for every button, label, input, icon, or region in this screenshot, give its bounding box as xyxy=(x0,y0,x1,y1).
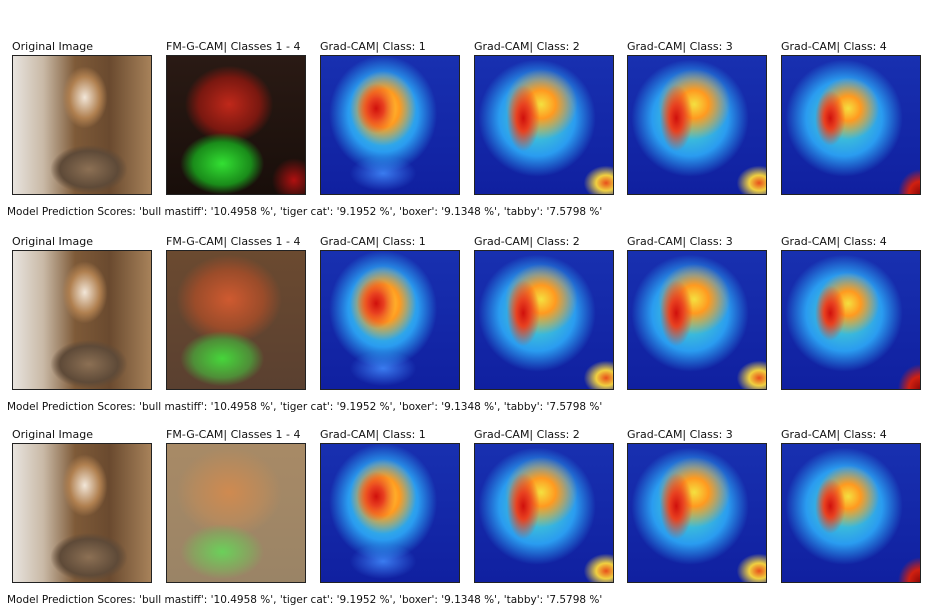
panel-title: Original Image xyxy=(12,40,93,53)
heatmap-image xyxy=(166,55,306,195)
panel-title: FM-G-CAM| Classes 1 - 4 xyxy=(166,40,301,53)
heatmap-image xyxy=(320,55,460,195)
prediction-caption: Model Prediction Scores: 'bull mastiff':… xyxy=(7,401,603,413)
panel-title: Grad-CAM| Class: 4 xyxy=(781,235,887,248)
original-image xyxy=(12,250,152,390)
panel-title: Grad-CAM| Class: 2 xyxy=(474,40,580,53)
panel-title: Grad-CAM| Class: 3 xyxy=(627,428,733,441)
heatmap-image xyxy=(320,250,460,390)
panel-title: FM-G-CAM| Classes 1 - 4 xyxy=(166,428,301,441)
panel-title: FM-G-CAM| Classes 1 - 4 xyxy=(166,235,301,248)
heatmap-image xyxy=(627,55,767,195)
heatmap-image xyxy=(166,443,306,583)
panel-title: Grad-CAM| Class: 1 xyxy=(320,428,426,441)
heatmap-image xyxy=(781,443,921,583)
panel-title: Grad-CAM| Class: 1 xyxy=(320,235,426,248)
panel-title: Grad-CAM| Class: 2 xyxy=(474,235,580,248)
panel-title: Grad-CAM| Class: 1 xyxy=(320,40,426,53)
heatmap-image xyxy=(474,55,614,195)
original-image xyxy=(12,55,152,195)
panel-title: Grad-CAM| Class: 4 xyxy=(781,40,887,53)
panel-title: Grad-CAM| Class: 3 xyxy=(627,40,733,53)
panel-title: Grad-CAM| Class: 3 xyxy=(627,235,733,248)
original-image xyxy=(12,443,152,583)
heatmap-image xyxy=(627,443,767,583)
panel-title: Grad-CAM| Class: 2 xyxy=(474,428,580,441)
panel-title: Original Image xyxy=(12,235,93,248)
heatmap-image xyxy=(474,443,614,583)
heatmap-image xyxy=(627,250,767,390)
heatmap-image xyxy=(781,55,921,195)
heatmap-image xyxy=(474,250,614,390)
heatmap-image xyxy=(320,443,460,583)
heatmap-image xyxy=(781,250,921,390)
prediction-caption: Model Prediction Scores: 'bull mastiff':… xyxy=(7,594,603,606)
panel-title: Original Image xyxy=(12,428,93,441)
panel-title: Grad-CAM| Class: 4 xyxy=(781,428,887,441)
prediction-caption: Model Prediction Scores: 'bull mastiff':… xyxy=(7,206,603,218)
heatmap-image xyxy=(166,250,306,390)
